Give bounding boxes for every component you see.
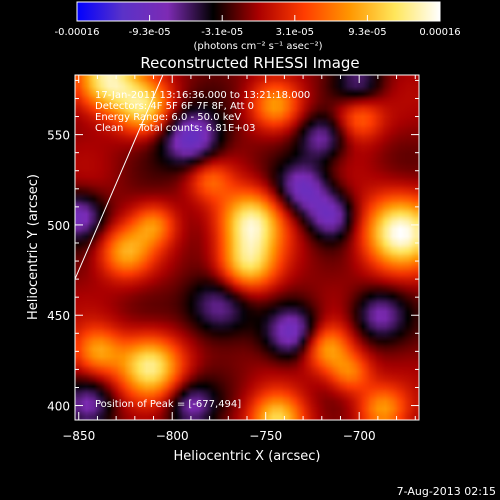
footer-timestamp: 7-Aug-2013 02:15 [397, 485, 496, 498]
annotation-energy-range: Energy Range: 6.0 - 50.0 keV [95, 112, 241, 123]
plot-area: −850 −800 −750 −700 400 450 500 550 [47, 74, 420, 443]
x-tick-label: −800 [156, 429, 189, 443]
x-tick-label: −850 [62, 429, 95, 443]
colorbar-tick-label: 9.3e-05 [348, 27, 386, 38]
annotation-time-range: 17-Jan-2011 13:16:36.000 to 13:21:18.000 [95, 90, 310, 101]
axis-ticks: −850 −800 −750 −700 400 450 500 550 [47, 75, 419, 443]
y-tick-label: 400 [47, 400, 70, 414]
colorbar-tick-label: -0.00016 [55, 27, 100, 38]
chart-title: Reconstructed RHESSI Image [140, 54, 359, 72]
annotation-total-counts: Clean Total counts: 6.81E+03 [95, 123, 255, 134]
colorbar: -0.00016 -9.3e-05 -3.1e-05 3.1e-05 9.3e-05 0.… [55, 1, 461, 52]
y-tick-label: 500 [47, 219, 70, 233]
heatmap-image [75, 75, 419, 420]
colorbar-ticks: -0.00016 -9.3e-05 -3.1e-05 3.1e-05 9.3e-05 0.… [55, 15, 461, 38]
colorbar-gradient [76, 1, 441, 22]
colorbar-tick-label: 0.00016 [419, 27, 460, 38]
colorbar-tick-label: -9.3e-05 [129, 27, 171, 38]
solar-limb-line [74, 74, 164, 280]
y-axis-label: Heliocentric Y (arcsec) [26, 174, 41, 320]
annotations: 17-Jan-2011 13:16:36.000 to 13:21:18.000… [95, 90, 310, 410]
x-axis-label: Heliocentric X (arcsec) [174, 449, 321, 464]
annotation-peak-position: Position of Peak = [-677,494] [95, 399, 241, 410]
y-tick-label: 450 [47, 309, 70, 323]
colorbar-tick-label: -3.1e-05 [201, 27, 243, 38]
colorbar-units-label: (photons cm⁻² s⁻¹ asec⁻²) [193, 41, 322, 52]
annotation-detectors: Detectors: 4F 5F 6F 7F 8F, Att 0 [95, 101, 254, 112]
y-tick-label: 550 [47, 129, 70, 143]
x-tick-label: −750 [249, 429, 282, 443]
x-tick-label: −700 [343, 429, 376, 443]
colorbar-tick-label: 3.1e-05 [276, 27, 314, 38]
